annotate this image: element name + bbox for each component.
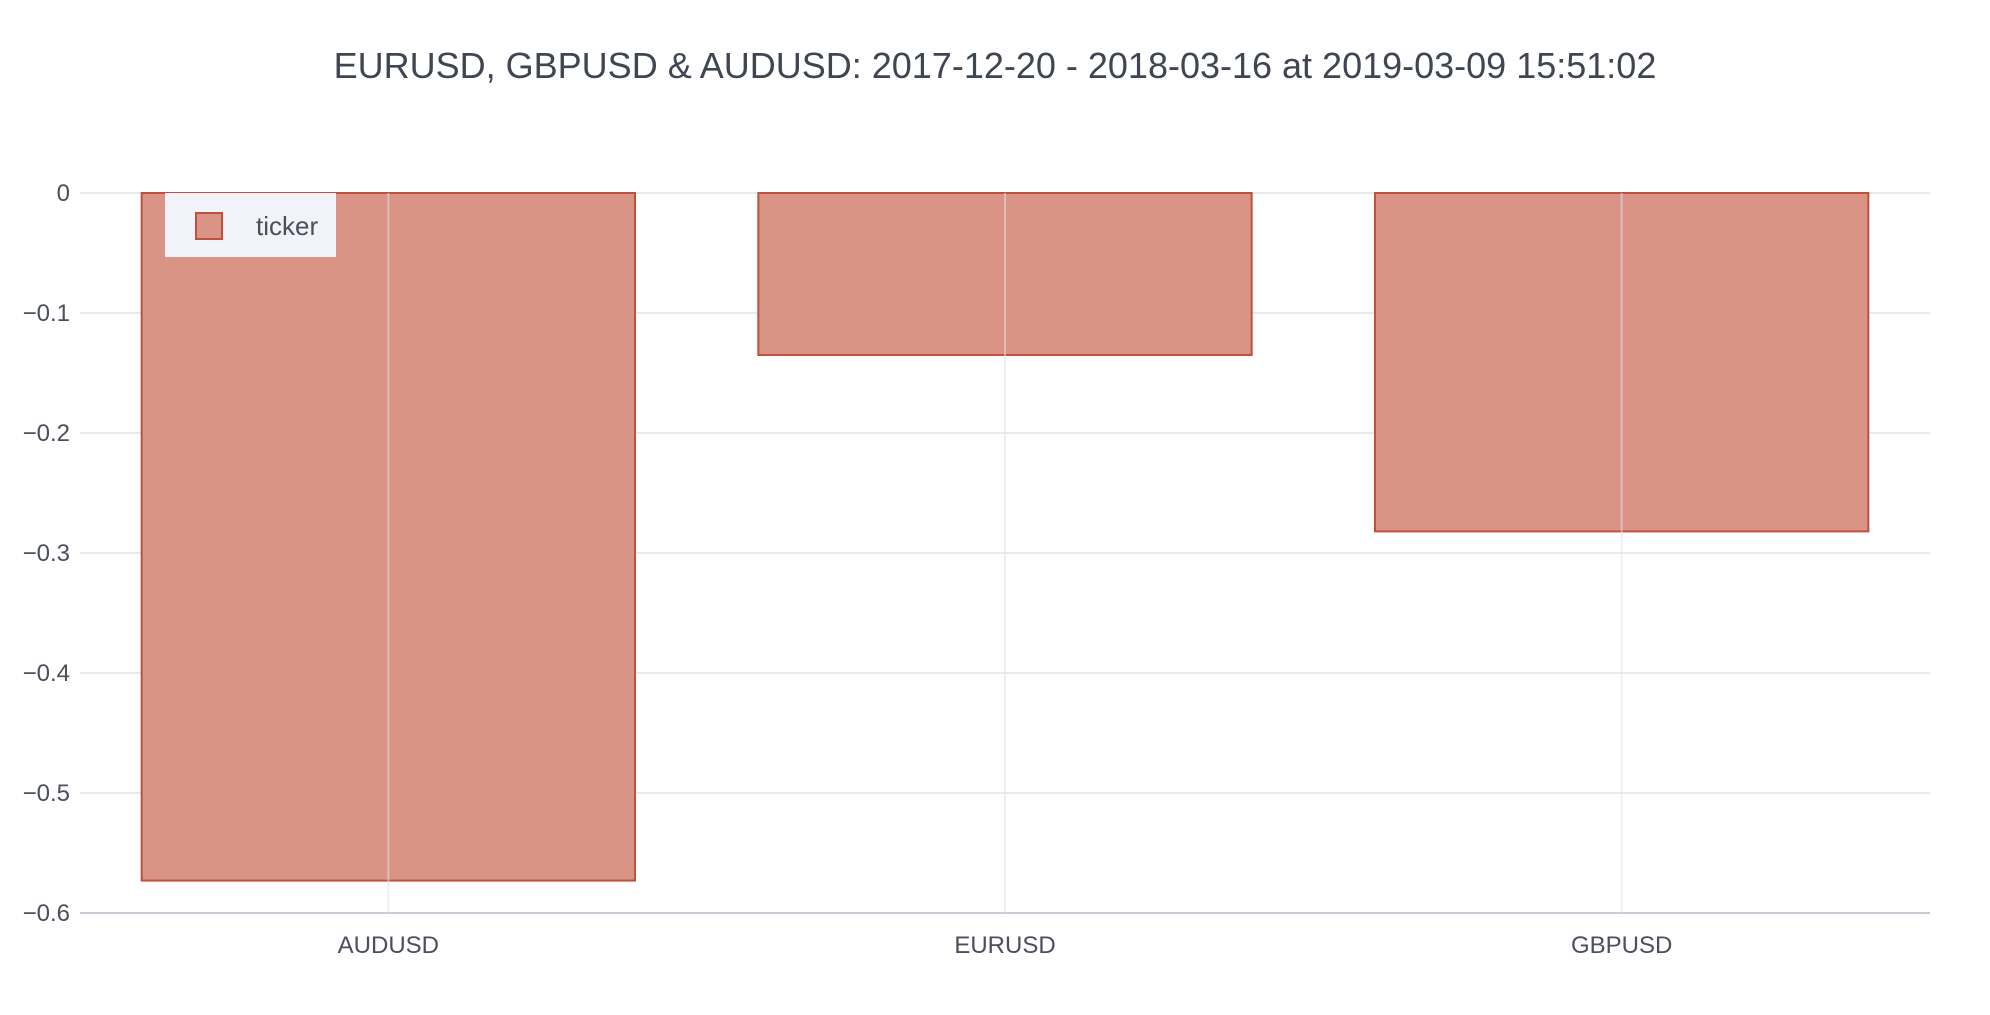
y-tick-label: −0.6 [23,900,70,927]
y-tick-label: −0.2 [23,420,70,447]
y-tick-label: −0.1 [23,300,70,327]
y-tick-label: 0 [57,180,70,207]
y-tick-label: −0.3 [23,540,70,567]
x-tick-label-gbpusd: GBPUSD [1571,932,1672,959]
vertical-grid-lines [387,193,1623,913]
y-tick-label: −0.4 [23,660,70,687]
x-tick-label-audusd: AUDUSD [338,932,439,959]
legend-box [165,193,336,257]
legend[interactable]: ticker [165,193,336,257]
legend-swatch[interactable] [195,212,223,240]
x-tick-label-eurusd: EURUSD [954,932,1055,959]
legend-label[interactable]: ticker [256,211,318,241]
y-tick-label: −0.5 [23,780,70,807]
axes: 0 −0.1 −0.2 −0.3 −0.4 −0.5 −0.6 AUDUSD EURUSD GBP… [23,180,1673,959]
chart-title: EURUSD, GBPUSD & AUDUSD: 2017-12-20 - 20… [334,45,1657,86]
